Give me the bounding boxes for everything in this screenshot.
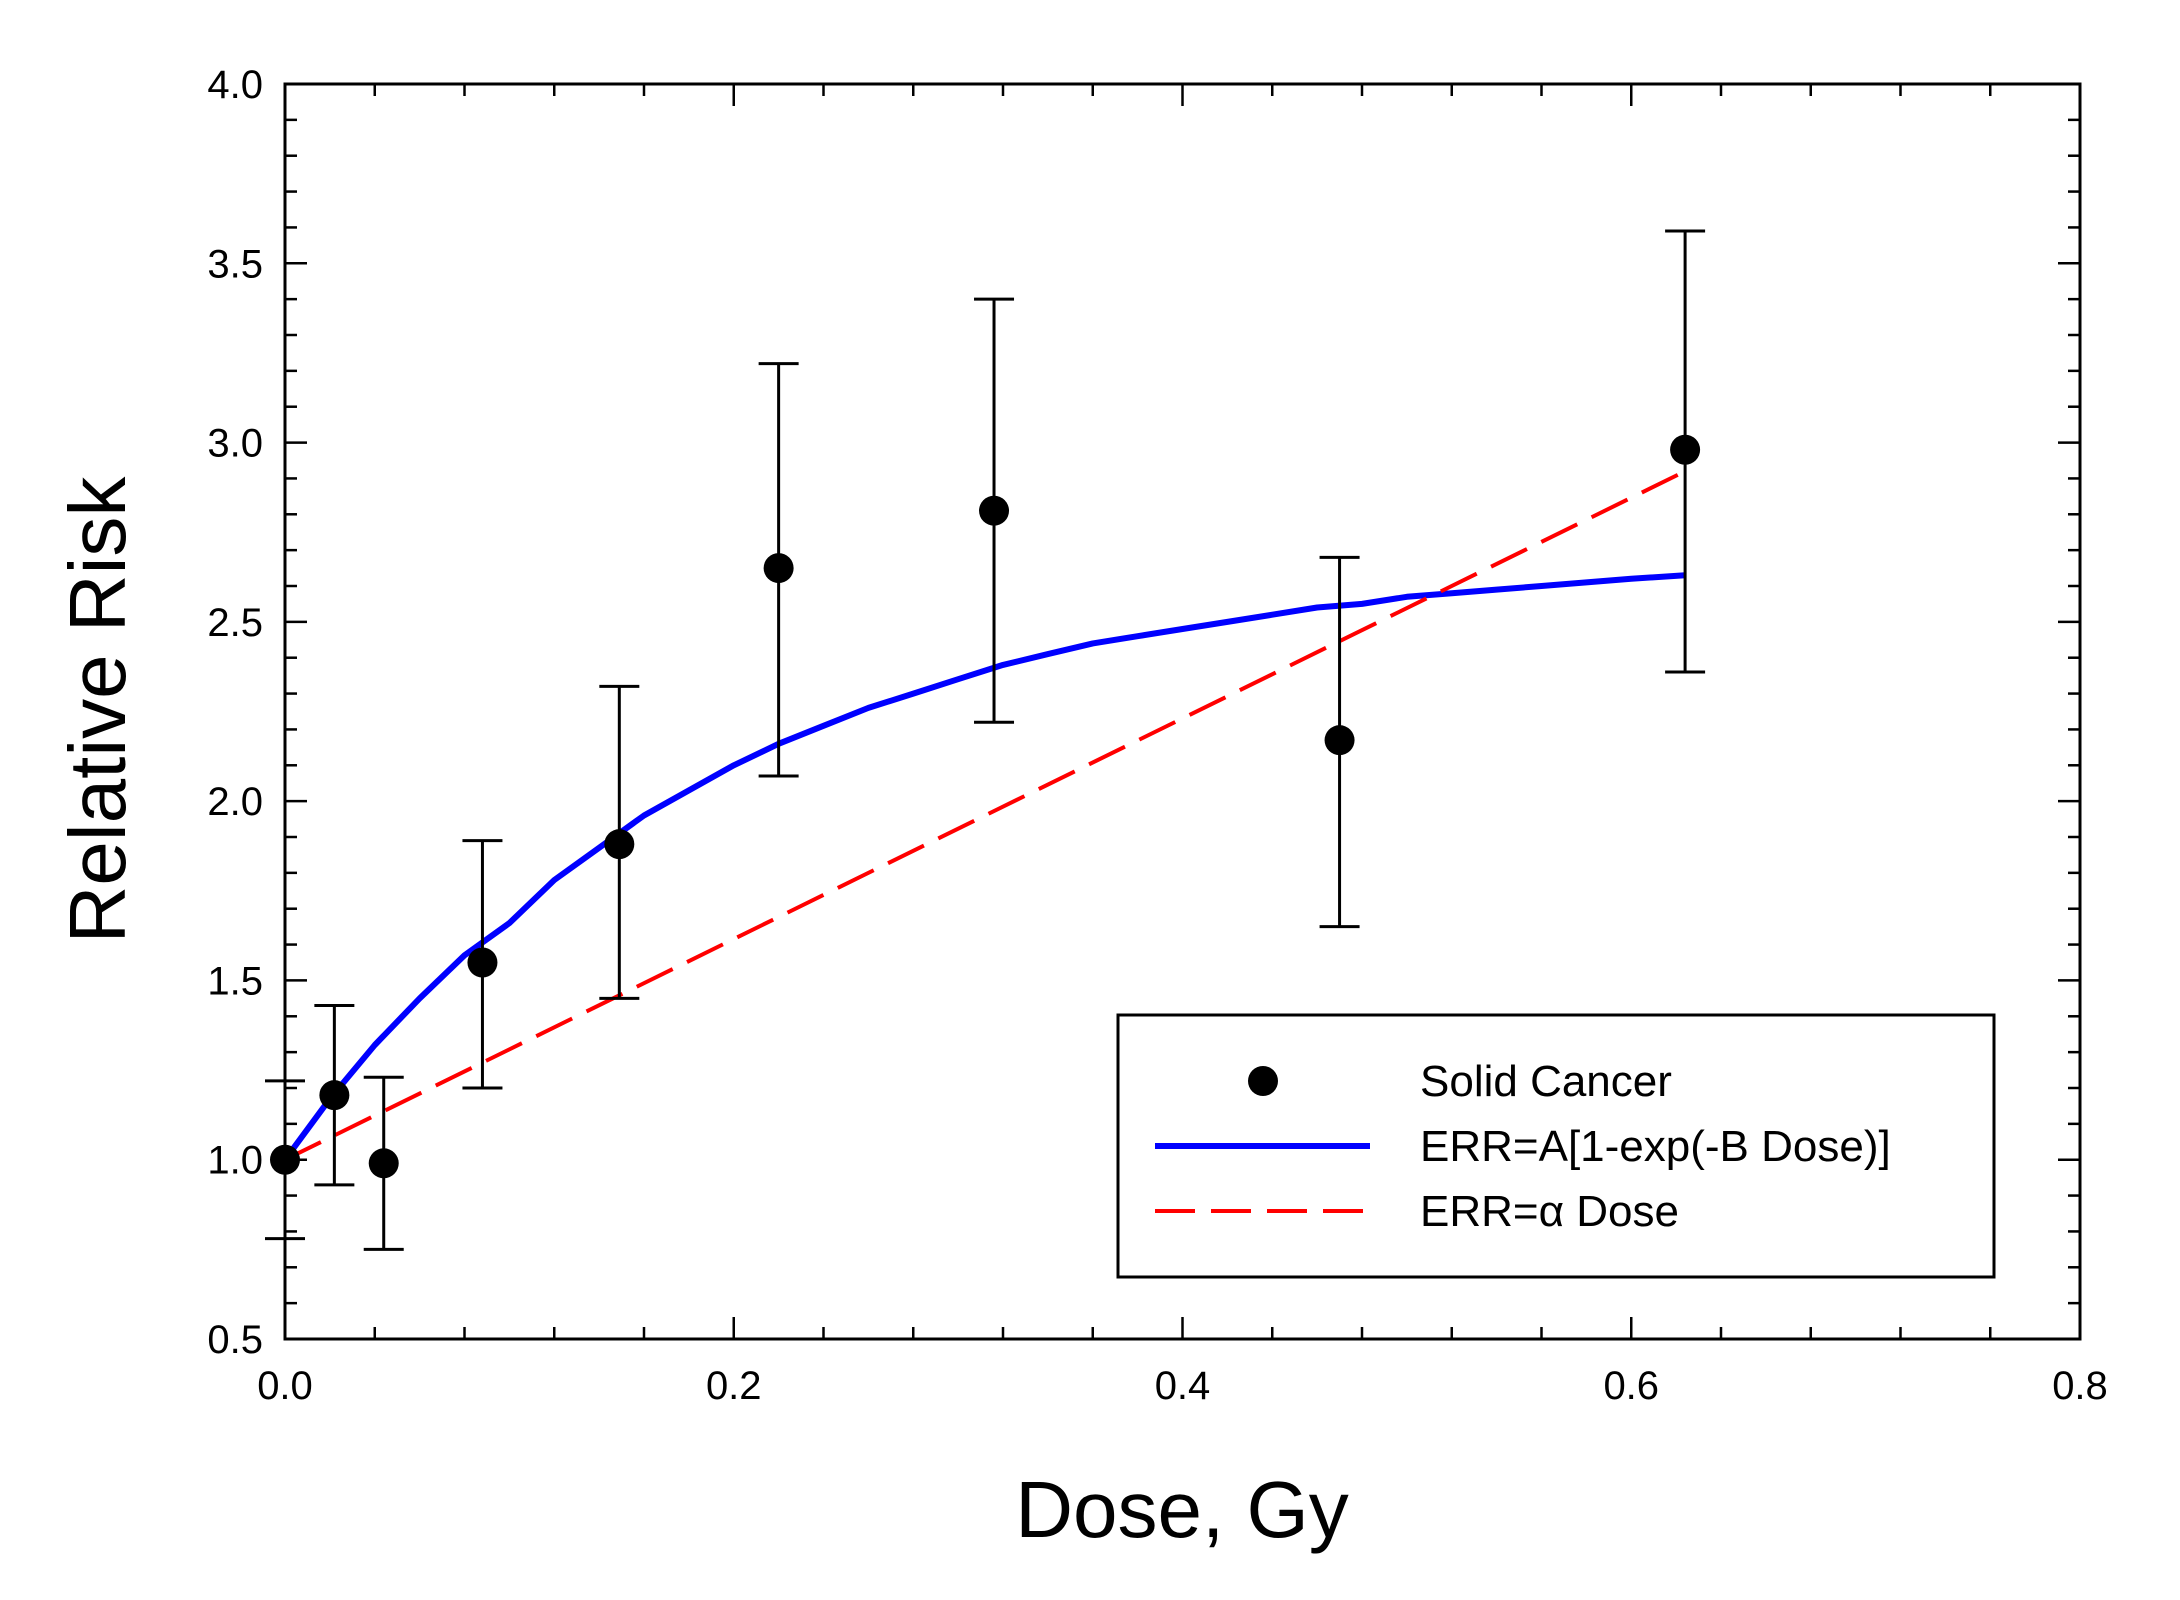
x-tick-label: 0.8 <box>2052 1364 2108 1408</box>
y-tick-label: 2.5 <box>207 601 263 645</box>
y-tick-label: 2.0 <box>207 780 263 824</box>
data-point <box>1670 434 1701 465</box>
data-point <box>1324 725 1355 756</box>
linear-fit-line <box>284 469 1686 1162</box>
tick-marks <box>283 82 2082 1341</box>
y-tick-label: 1.5 <box>207 959 263 1003</box>
data-point <box>979 495 1010 526</box>
legend: Solid Cancer ERR=A[1-exp(-B Dose)] ERR=α… <box>1116 1013 1996 1279</box>
y-axis-label: Relative Risk <box>53 476 142 944</box>
y-tick-label: 3.5 <box>207 242 263 286</box>
x-tick-label: 0.2 <box>706 1364 762 1408</box>
x-tick-label: 0.4 <box>1155 1364 1211 1408</box>
y-tick-label: 3.0 <box>207 422 263 466</box>
curves-layer <box>282 469 1686 1162</box>
x-tick-label: 0.0 <box>257 1364 313 1408</box>
legend-label-exponential-fit: ERR=A[1-exp(-B Dose)] <box>1420 1122 1891 1171</box>
data-point <box>763 553 794 584</box>
exponential-fit-curve <box>282 572 1686 1162</box>
data-point <box>319 1080 350 1111</box>
legend-marker-solid-cancer <box>1248 1066 1278 1096</box>
data-point <box>467 947 498 978</box>
y-tick-labels: 0.5 1.0 1.5 2.0 2.5 3.0 3.5 4.0 <box>207 63 263 1362</box>
data-point <box>368 1148 399 1179</box>
y-tick-label: 0.5 <box>207 1318 263 1362</box>
y-tick-label: 1.0 <box>207 1139 263 1183</box>
x-axis-label: Dose, Gy <box>1015 1465 1348 1554</box>
y-tick-label: 4.0 <box>207 63 263 107</box>
legend-label-solid-cancer: Solid Cancer <box>1420 1057 1672 1106</box>
legend-label-linear-fit: ERR=α Dose <box>1420 1187 1679 1236</box>
x-tick-label: 0.6 <box>1603 1364 1659 1408</box>
x-tick-labels: 0.0 0.2 0.4 0.6 0.8 <box>257 1364 2108 1408</box>
data-point <box>604 829 635 860</box>
